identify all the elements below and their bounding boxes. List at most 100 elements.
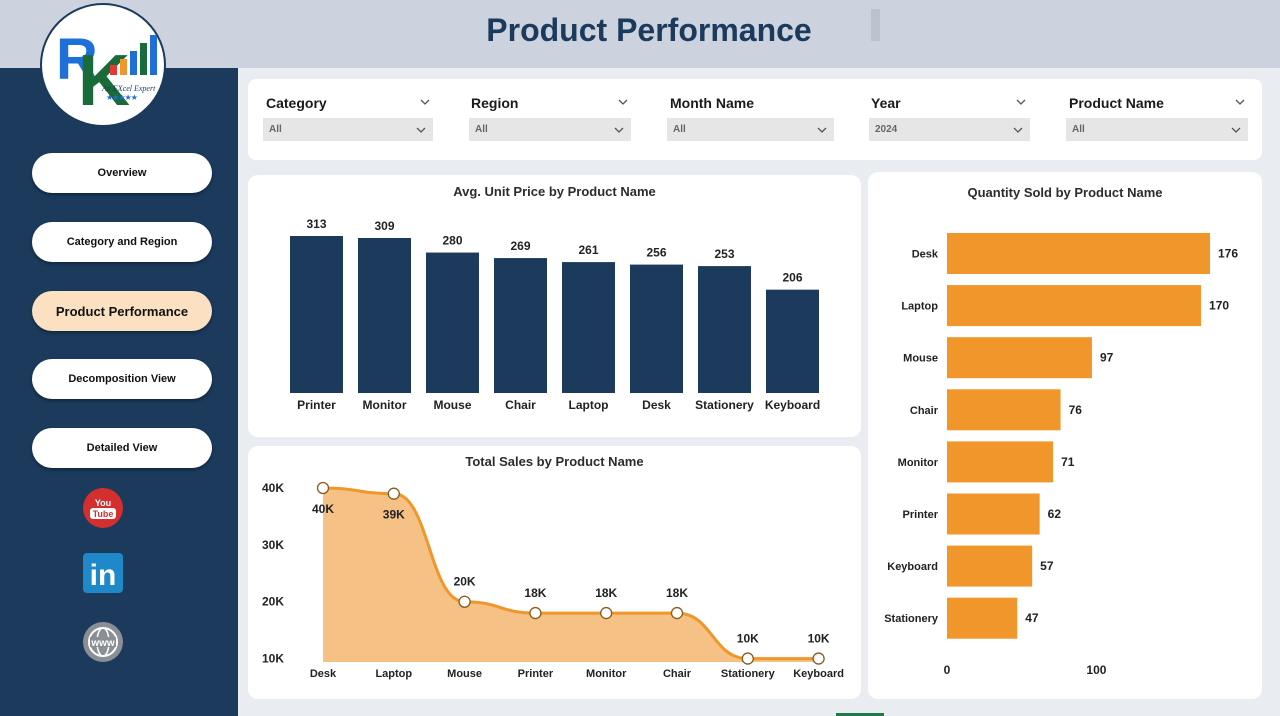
qty-bar-desk[interactable] xyxy=(947,233,1210,274)
linkedin-icon[interactable]: in xyxy=(82,552,124,594)
qty-category-label: Keyboard xyxy=(887,561,938,573)
filter-category-label: Category xyxy=(266,95,327,111)
filter-panel: Category All Region All Month Name All Y… xyxy=(248,79,1262,160)
nav-decomposition-view-button[interactable]: Decomposition View xyxy=(32,359,212,399)
sales-point-label: 18K xyxy=(666,586,688,600)
filter-region-select[interactable]: All xyxy=(469,118,631,141)
filter-category-select[interactable]: All xyxy=(263,118,433,141)
chevron-down-icon[interactable] xyxy=(1016,97,1026,107)
filter-month-name-select[interactable]: All xyxy=(667,118,834,141)
qty-category-label: Mouse xyxy=(903,353,938,365)
price-bar-label: 253 xyxy=(714,247,734,261)
sales-category-label: Monitor xyxy=(586,668,627,680)
price-category-label: Desk xyxy=(642,398,671,412)
logo: R K An EXcel Expert ★★★★★ xyxy=(40,3,166,127)
header-bar xyxy=(0,0,1280,68)
sales-point-stationery[interactable] xyxy=(741,652,754,665)
nav-category-region-button[interactable]: Category and Region xyxy=(32,222,212,262)
price-bar-label: 206 xyxy=(782,271,802,285)
sales-point-monitor[interactable] xyxy=(600,606,613,620)
nav-product-performance-button[interactable]: Product Performance xyxy=(32,291,212,331)
filter-region-label: Region xyxy=(471,95,519,111)
filter-category-value: All xyxy=(269,124,282,135)
price-category-label: Monitor xyxy=(363,398,407,412)
chevron-down-icon xyxy=(1013,127,1023,133)
sales-point-mouse[interactable] xyxy=(458,595,471,608)
sales-point-chair[interactable] xyxy=(670,606,684,620)
qty-axis-tick: 0 xyxy=(944,663,951,677)
sales-axis-tick: 10K xyxy=(262,652,284,666)
page-title: Product Performance xyxy=(486,12,812,48)
sales-point-printer[interactable] xyxy=(529,606,542,620)
qty-bar-stationery[interactable] xyxy=(947,597,1018,639)
total-sales-card: Total Sales by Product Name 40K 30K 20K 10K… xyxy=(248,446,861,699)
sales-category-label: Chair xyxy=(663,668,692,680)
filter-product-name-select[interactable]: All xyxy=(1066,118,1248,141)
price-bar-keyboard[interactable] xyxy=(766,289,819,393)
total-sales-chart: 40K 30K 20K 10K 40K Desk 39K Laptop 20K Mouse 18K P… xyxy=(262,481,844,680)
price-bar-mouse[interactable] xyxy=(426,252,479,393)
youtube-icon-text-bottom: Tube xyxy=(93,509,114,519)
chevron-down-icon xyxy=(1231,127,1241,133)
chevron-down-icon[interactable] xyxy=(618,97,628,107)
price-category-label: Mouse xyxy=(433,398,471,412)
sales-point-label: 10K xyxy=(808,632,830,646)
qty-bar-label: 170 xyxy=(1209,299,1229,313)
sales-category-label: Mouse xyxy=(447,668,482,680)
chevron-down-icon[interactable] xyxy=(420,97,430,107)
sales-point-label: 20K xyxy=(454,575,476,589)
youtube-icon[interactable]: You Tube xyxy=(82,487,124,529)
nav-overview-button[interactable]: Overview xyxy=(32,153,212,193)
qty-bar-label: 57 xyxy=(1040,559,1054,573)
filter-month-name-value: All xyxy=(673,124,686,135)
qty-bar-label: 76 xyxy=(1069,403,1083,417)
filter-year-value: 2024 xyxy=(875,124,898,135)
qty-bar-mouse[interactable] xyxy=(947,337,1092,379)
sales-point-desk[interactable] xyxy=(316,481,330,495)
sales-point-label: 40K xyxy=(312,502,334,516)
price-bar-stationery[interactable] xyxy=(698,266,751,393)
qty-bar-chair[interactable] xyxy=(947,389,1061,431)
sales-category-label: Printer xyxy=(518,668,554,680)
sales-axis-tick: 40K xyxy=(262,481,284,495)
qty-category-label: Chair xyxy=(910,405,939,417)
qty-axis-tick: 100 xyxy=(1086,663,1106,677)
sales-axis-tick: 20K xyxy=(262,595,284,609)
price-category-label: Stationery xyxy=(695,398,754,412)
total-sales-title: Total Sales by Product Name xyxy=(465,454,644,469)
sales-point-keyboard[interactable] xyxy=(812,652,825,665)
qty-bar-monitor[interactable] xyxy=(947,441,1054,483)
sales-category-label: Keyboard xyxy=(793,668,844,680)
price-bar-monitor[interactable] xyxy=(358,238,411,393)
qty-category-label: Desk xyxy=(912,249,939,261)
nav-detailed-view-button[interactable]: Detailed View xyxy=(32,428,212,468)
price-category-label: Printer xyxy=(297,398,336,412)
qty-bar-label: 97 xyxy=(1100,351,1114,365)
price-bar-label: 309 xyxy=(374,219,394,233)
website-icon-text: www xyxy=(90,638,115,649)
chevron-down-icon xyxy=(614,127,624,133)
filter-month-name-label: Month Name xyxy=(670,95,754,111)
qty-bar-keyboard[interactable] xyxy=(947,545,1033,587)
youtube-icon-text-top: You xyxy=(95,498,111,508)
qty-category-label: Laptop xyxy=(901,301,938,313)
chevron-down-icon[interactable] xyxy=(1235,97,1245,107)
price-bar-desk[interactable] xyxy=(630,264,683,393)
website-globe-icon[interactable]: www xyxy=(82,621,124,663)
qty-bar-label: 71 xyxy=(1061,455,1075,469)
price-bar-chair[interactable] xyxy=(494,258,547,393)
filter-region: Region All xyxy=(469,79,633,160)
filter-product-name-value: All xyxy=(1072,124,1085,135)
quantity-sold-card: Quantity Sold by Product Name Desk 176 Lap… xyxy=(868,172,1262,699)
qty-bar-printer[interactable] xyxy=(947,493,1040,535)
qty-bar-laptop[interactable] xyxy=(947,285,1202,327)
qty-category-label: Printer xyxy=(903,509,939,521)
linkedin-icon-text: in xyxy=(90,559,117,592)
price-bar-laptop[interactable] xyxy=(562,262,615,393)
sales-category-label: Laptop xyxy=(375,668,412,680)
price-bar-printer[interactable] xyxy=(290,236,343,393)
qty-bar-label: 176 xyxy=(1218,247,1238,261)
price-bar-label: 313 xyxy=(306,217,326,231)
filter-year-select[interactable]: 2024 xyxy=(869,118,1030,141)
sales-point-laptop[interactable] xyxy=(387,487,400,500)
